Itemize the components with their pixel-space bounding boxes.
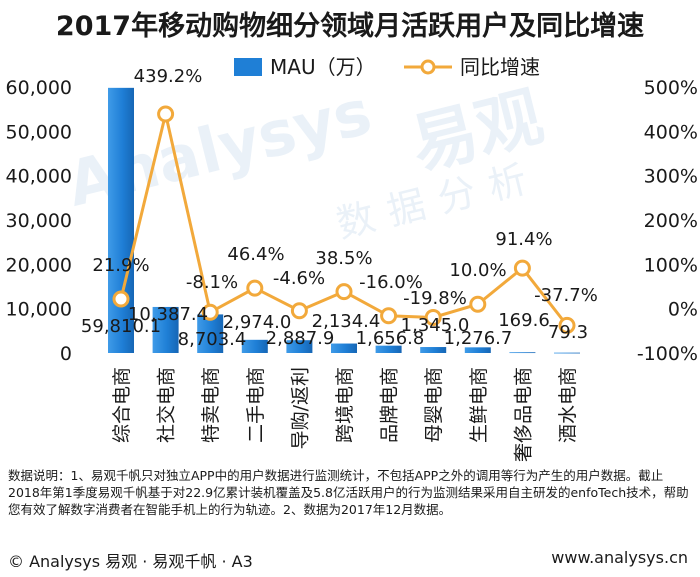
bar-value-label: 2,134.4 <box>312 311 381 332</box>
category-label: 二手电商 <box>245 367 267 443</box>
category-label: 特卖电商 <box>200 367 222 443</box>
growth-point-1 <box>157 105 175 123</box>
y-left-tick-label: 40,000 <box>6 166 72 188</box>
growth-value-label: 46.4% <box>227 244 284 265</box>
category-label: 酒水电商 <box>557 367 579 443</box>
y-right-tick-label: 200% <box>644 210 698 232</box>
growth-line <box>112 105 576 334</box>
growth-point-8 <box>469 295 487 313</box>
mau-bars <box>108 87 580 354</box>
growth-value-label: -37.7% <box>534 285 598 306</box>
bar-value-label: 59,810.1 <box>81 316 161 337</box>
chart-canvas: MAU（万） 同比增速 0 10,000 20,000 30,000 40,000 50,0… <box>6 55 698 462</box>
bar-value-labels: 59,810.110,387.4 8,703.42,974.02,887.92,1… <box>81 304 588 350</box>
growth-point-10 <box>558 316 576 334</box>
growth-point-5 <box>335 283 353 301</box>
footer-url[interactable]: www.analysys.cn <box>551 548 688 567</box>
bar-value-label: 8,703.4 <box>178 329 247 350</box>
bar-value-label: 1,276.7 <box>444 328 513 349</box>
growth-value-label: -8.1% <box>186 272 238 293</box>
growth-point-4 <box>290 302 308 320</box>
category-label: 社交电商 <box>156 367 178 443</box>
bar-5 <box>331 343 357 353</box>
y-left-tick-label: 10,000 <box>6 299 72 321</box>
legend-bar-label: MAU（万） <box>270 55 376 79</box>
y-right-tick-label: 100% <box>644 254 698 276</box>
growth-value-label: -16.0% <box>359 272 423 293</box>
y-left-tick-label: 20,000 <box>6 254 72 276</box>
bar-value-label: 2,887.9 <box>266 328 335 349</box>
y-left-tick-label: 30,000 <box>6 210 72 232</box>
bar-2 <box>197 314 224 353</box>
bar-0 <box>108 87 134 353</box>
y-left-tick-label: 60,000 <box>6 77 72 99</box>
bar-value-label: 1,345.0 <box>401 315 470 336</box>
y-right-tick-label: 0% <box>668 299 698 321</box>
category-labels: 综合电商 社交电商 特卖电商 二手电商 导购/返利 跨境电商 品牌电商 母婴电商 生鲜电商 奢侈品… <box>111 367 579 462</box>
growth-point-3 <box>246 279 264 297</box>
category-label: 母婴电商 <box>423 367 445 443</box>
growth-value-label: 21.9% <box>92 255 149 276</box>
y-axis-left: 0 10,000 20,000 30,000 40,000 50,000 60,000 <box>6 77 72 365</box>
growth-point-6 <box>380 307 398 325</box>
legend-line-marker <box>420 59 436 75</box>
y-right-tick-label: 500% <box>644 77 698 99</box>
bar-8 <box>464 347 491 353</box>
growth-point-9 <box>513 259 531 277</box>
footer-copyright: © Analysys 易观 · 易观千帆 · A3 <box>8 552 253 571</box>
bar-7 <box>420 347 447 353</box>
bar-3 <box>241 339 268 353</box>
bar-value-label: 2,974.0 <box>223 312 292 333</box>
category-label: 生鲜电商 <box>468 367 490 443</box>
y-left-tick-label: 50,000 <box>6 121 72 143</box>
y-right-tick-label: 300% <box>644 166 698 188</box>
growth-point-0 <box>112 290 130 308</box>
growth-point-7 <box>424 308 442 326</box>
category-label: 跨境电商 <box>334 367 356 443</box>
category-label: 综合电商 <box>111 367 133 443</box>
growth-value-label: -19.8% <box>403 288 467 309</box>
legend-bar-swatch <box>234 58 262 76</box>
growth-value-label: 91.4% <box>495 229 552 250</box>
bar-value-label: 1,656.8 <box>356 328 425 349</box>
growth-value-label: 10.0% <box>449 260 506 281</box>
growth-value-label: 439.2% <box>134 66 203 87</box>
data-note: 数据说明：1、易观千帆只对独立APP中的用户数据进行监测统计，不包括APP之外的… <box>8 468 689 517</box>
bar-4 <box>286 340 313 353</box>
y-right-tick-label: -100% <box>637 343 698 365</box>
y-axis-right: -100% 0% 100% 200% 300% 400% 500% <box>637 77 698 365</box>
growth-value-label: -4.6% <box>273 268 325 289</box>
chart-title: 2017年移动购物细分领域月活跃用户及同比增速 <box>55 11 645 42</box>
y-right-tick-label: 400% <box>644 121 698 143</box>
y-left-tick-label: 0 <box>60 343 72 365</box>
bar-1 <box>152 306 179 353</box>
bar-value-label: 169.6 <box>498 310 550 331</box>
growth-value-label: 38.5% <box>315 248 372 269</box>
legend: MAU（万） 同比增速 <box>234 55 540 79</box>
bar-6 <box>375 345 402 353</box>
bar-value-label: 79.3 <box>548 322 588 343</box>
legend-line-label: 同比增速 <box>460 55 540 79</box>
category-label: 品牌电商 <box>379 367 401 443</box>
growth-value-labels: 21.9% 439.2% -8.1% 46.4% -4.6%38.5% -16.0%-19… <box>92 66 597 309</box>
bar-9 <box>509 352 536 354</box>
growth-point-2 <box>201 303 219 321</box>
category-label: 奢侈品电商 <box>512 367 534 462</box>
bar-10 <box>554 352 580 354</box>
category-label: 导购/返利 <box>289 367 311 449</box>
bar-value-label: 10,387.4 <box>128 304 208 325</box>
